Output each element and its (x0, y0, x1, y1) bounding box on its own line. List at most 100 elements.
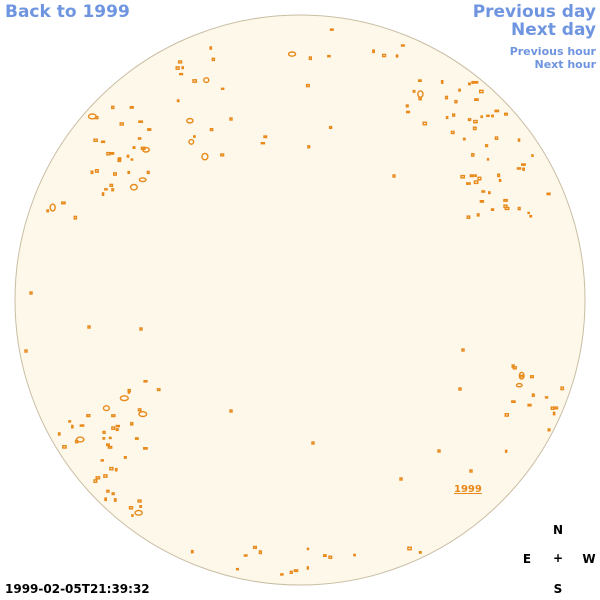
feature-marker (131, 514, 134, 517)
feature-marker (186, 117, 194, 124)
previous-day-link[interactable]: Previous day (472, 2, 596, 22)
previous-hour-link[interactable]: Previous hour (509, 45, 596, 58)
feature-marker (68, 420, 72, 423)
feature-marker (418, 551, 422, 554)
timestamp-label: 1999-02-05T21:39:32 (5, 582, 150, 596)
feature-marker (102, 430, 106, 434)
feature-marker (119, 395, 129, 402)
feature-marker (129, 105, 134, 109)
feature-marker (106, 151, 111, 156)
feature-marker (305, 83, 310, 88)
feature-marker (517, 206, 521, 211)
feature-marker (46, 209, 50, 213)
feature-marker (129, 183, 138, 191)
feature-marker (126, 154, 130, 158)
feature-marker (450, 130, 455, 135)
feature-marker (100, 140, 106, 144)
feature-marker (552, 411, 556, 416)
next-hour-link[interactable]: Next hour (534, 58, 597, 71)
feature-marker (140, 146, 146, 151)
feature-marker (527, 403, 532, 407)
feature-marker (193, 135, 196, 138)
feature-marker (175, 66, 180, 70)
feature-marker (328, 125, 333, 129)
feature-marker (107, 445, 113, 449)
feature-marker (147, 128, 152, 132)
feature-marker (306, 547, 310, 551)
feature-marker (130, 421, 134, 426)
feature-marker (134, 437, 139, 440)
back-to-year-link[interactable]: Back to 1999 (5, 2, 130, 22)
feature-marker (547, 428, 551, 432)
feature-marker (109, 183, 114, 187)
feature-marker (93, 479, 98, 483)
feature-marker (260, 141, 266, 145)
feature-marker (211, 57, 216, 62)
feature-marker (546, 192, 551, 196)
feature-marker (406, 110, 411, 114)
feature-marker (209, 46, 213, 50)
feature-marker (405, 104, 409, 108)
feature-marker (109, 466, 114, 471)
feature-marker (220, 87, 225, 91)
feature-marker (486, 158, 490, 161)
feature-marker (87, 325, 91, 329)
year-link[interactable]: 1999 (454, 484, 482, 495)
feature-marker (531, 393, 535, 398)
feature-marker (531, 154, 534, 157)
feature-marker (127, 390, 131, 394)
feature-marker (109, 151, 115, 155)
feature-marker (138, 120, 144, 123)
feature-marker (519, 374, 524, 378)
compass-east: E (522, 552, 532, 566)
feature-marker (490, 208, 495, 211)
feature-marker (476, 213, 480, 217)
feature-marker (353, 553, 356, 557)
feature-marker (417, 79, 422, 82)
feature-marker (328, 555, 333, 560)
feature-marker (399, 477, 403, 481)
feature-marker (452, 113, 456, 117)
compass-west: W (582, 552, 596, 566)
feature-marker (437, 449, 441, 453)
feature-marker (445, 115, 449, 120)
feature-marker (137, 137, 142, 140)
feature-marker (229, 409, 233, 413)
feature-marker (138, 177, 147, 183)
feature-marker (104, 497, 107, 502)
feature-marker (560, 386, 565, 391)
feature-marker (139, 327, 143, 331)
feature-marker (103, 474, 108, 478)
feature-marker (75, 436, 85, 443)
feature-marker (95, 476, 101, 480)
feature-marker (263, 135, 268, 139)
feature-marker (323, 554, 327, 557)
feature-marker (491, 114, 494, 118)
feature-marker (62, 445, 67, 449)
feature-marker (111, 426, 116, 430)
feature-marker (307, 145, 311, 149)
feature-marker (115, 428, 119, 432)
feature-marker (473, 180, 479, 185)
feature-marker (258, 550, 262, 555)
feature-marker (49, 203, 56, 212)
feature-marker (469, 469, 473, 473)
feature-marker (188, 138, 195, 145)
feature-marker (529, 214, 533, 218)
feature-marker (57, 432, 61, 436)
next-day-link[interactable]: Next day (511, 20, 596, 40)
feature-marker (454, 99, 458, 104)
feature-marker (87, 113, 98, 120)
feature-marker (111, 492, 115, 496)
feature-marker (477, 176, 482, 181)
feature-marker (479, 199, 485, 203)
feature-marker (498, 178, 502, 183)
feature-marker (466, 215, 471, 220)
feature-marker (128, 506, 134, 510)
feature-marker (458, 387, 462, 391)
feature-marker (521, 163, 526, 166)
compass-center: + (552, 551, 564, 565)
feature-marker (473, 80, 479, 84)
